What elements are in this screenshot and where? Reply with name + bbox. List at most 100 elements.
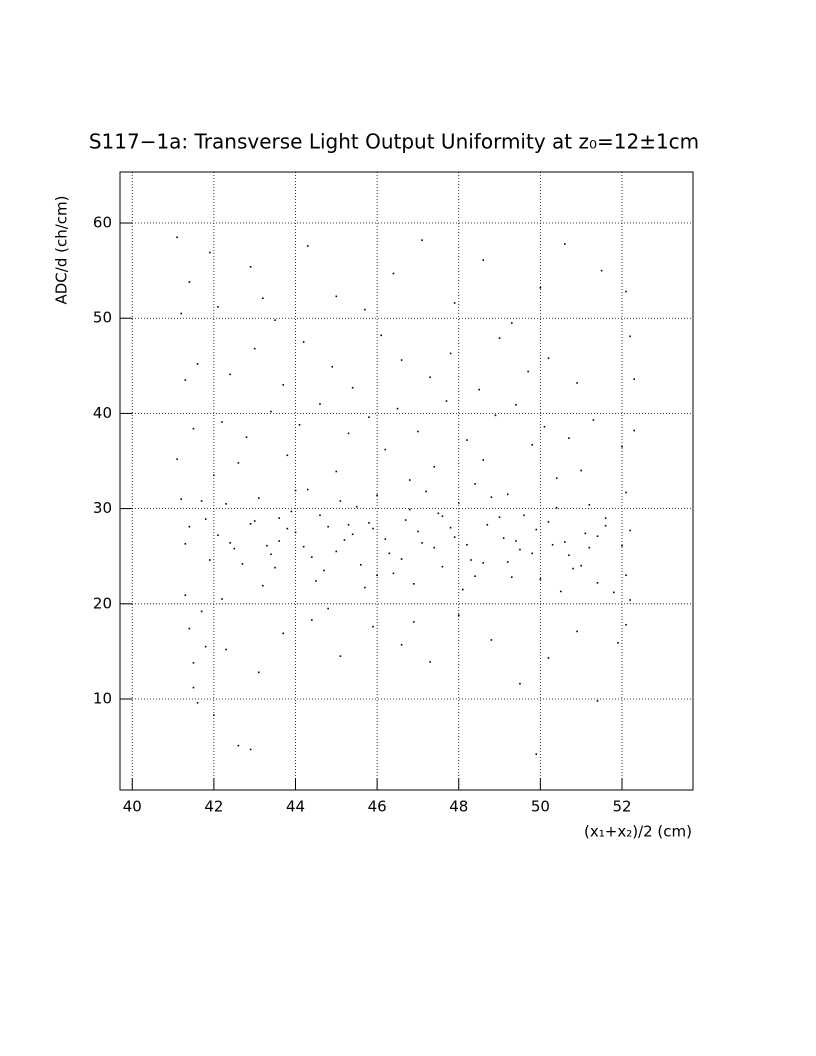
point <box>335 295 338 298</box>
point <box>547 657 550 659</box>
point <box>192 686 195 689</box>
point <box>319 514 321 517</box>
point <box>510 322 513 324</box>
point <box>437 512 440 515</box>
point <box>629 599 631 601</box>
point <box>531 552 534 555</box>
point <box>311 556 313 558</box>
point <box>180 312 183 315</box>
point <box>208 251 211 254</box>
point <box>315 580 317 582</box>
point <box>629 529 631 532</box>
point <box>404 519 407 521</box>
point <box>298 424 301 426</box>
point <box>547 521 550 523</box>
point <box>257 671 260 674</box>
point <box>282 632 285 635</box>
point <box>302 545 305 548</box>
point <box>396 407 399 410</box>
chart-title: S117−1a: Transverse Light Output Uniform… <box>89 130 699 154</box>
point <box>535 753 538 756</box>
point <box>457 614 460 617</box>
point <box>490 496 493 498</box>
point <box>421 239 423 241</box>
point <box>625 574 627 577</box>
point <box>580 469 582 472</box>
point <box>278 540 280 542</box>
point <box>466 543 468 546</box>
point <box>270 553 272 556</box>
point <box>555 506 558 509</box>
point <box>380 334 382 337</box>
point <box>474 483 476 485</box>
point <box>510 576 513 578</box>
point <box>539 286 542 289</box>
point <box>278 517 280 519</box>
point <box>237 744 240 747</box>
point <box>233 547 236 550</box>
point <box>417 430 419 433</box>
point <box>347 523 350 526</box>
point <box>568 554 570 557</box>
point <box>294 489 297 492</box>
point <box>576 630 578 633</box>
x-axis-label: (x₁+x₂)/2 (cm) <box>584 823 692 841</box>
point <box>213 714 215 716</box>
point <box>400 643 403 646</box>
point <box>217 534 219 537</box>
y-tick-label: 30 <box>93 499 112 517</box>
point <box>176 236 178 239</box>
x-tick-label: 40 <box>123 798 142 816</box>
point <box>596 582 599 584</box>
point <box>253 520 256 522</box>
point <box>208 559 211 561</box>
point <box>527 370 529 373</box>
point <box>441 565 444 568</box>
point <box>249 748 252 751</box>
point <box>588 546 591 549</box>
point <box>368 522 370 524</box>
point <box>323 569 325 572</box>
point <box>286 454 289 457</box>
point <box>466 439 468 441</box>
point <box>327 525 329 528</box>
point <box>384 448 387 451</box>
x-tick-label: 50 <box>531 798 550 816</box>
point <box>351 386 354 389</box>
point <box>294 531 297 534</box>
point <box>266 544 268 547</box>
point <box>429 661 431 663</box>
point <box>286 527 289 530</box>
point <box>421 542 423 544</box>
point <box>568 437 570 439</box>
x-tick-label: 48 <box>449 798 468 816</box>
point <box>319 403 321 405</box>
point <box>576 382 578 384</box>
y-tick-label: 50 <box>93 309 112 327</box>
x-tick-label: 42 <box>204 798 223 816</box>
point <box>596 700 599 702</box>
point <box>604 524 607 527</box>
point <box>539 578 542 580</box>
x-tick-label: 44 <box>286 798 305 816</box>
x-tick-label: 46 <box>368 798 387 816</box>
point <box>351 533 354 536</box>
point <box>478 388 480 391</box>
point <box>502 537 505 539</box>
point <box>498 516 501 518</box>
point <box>506 493 509 496</box>
point <box>225 503 227 505</box>
point <box>445 400 448 402</box>
point <box>327 607 329 610</box>
point <box>339 500 342 502</box>
point <box>372 625 374 628</box>
point <box>257 497 260 499</box>
point <box>392 272 395 275</box>
point <box>515 540 517 542</box>
point <box>282 384 285 386</box>
point <box>184 543 187 545</box>
point <box>331 365 334 368</box>
point <box>621 445 623 448</box>
plot-frame <box>119 171 694 791</box>
point <box>519 682 521 685</box>
